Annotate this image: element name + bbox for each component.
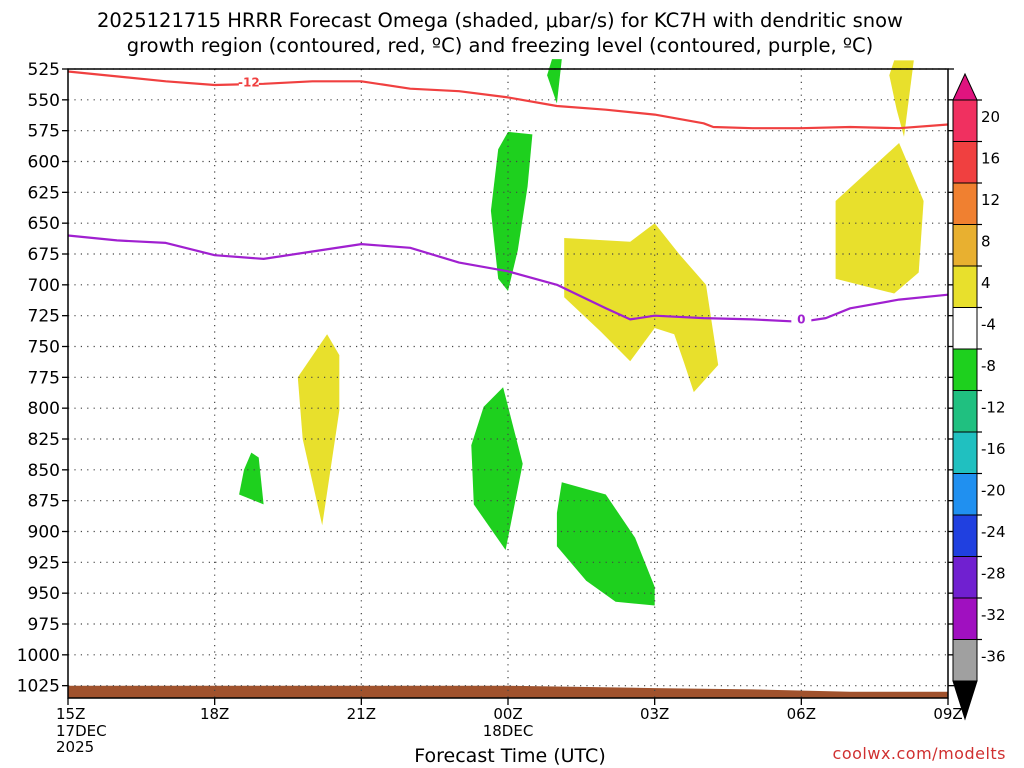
y-tick-label-575: 575 [28,122,60,142]
y-tick-label-725: 725 [28,307,60,327]
y-tick-label-550: 550 [28,91,60,111]
colorbar-label-3: 12 [981,191,1000,209]
x-tick-sublabel-15Z-1: 17DEC [56,722,107,740]
colorbar-segment-14 [952,639,978,682]
y-tick-label-775: 775 [28,368,60,388]
y-tick-label-875: 875 [28,492,60,512]
colorbar-label-1: 20 [981,108,1000,126]
colorbar-segment-8 [952,390,978,433]
colorbar-label-14: -36 [981,648,1006,666]
y-tick-label-800: 800 [28,399,60,419]
y-tick-label-675: 675 [28,245,60,265]
y-tick-label-700: 700 [28,276,60,296]
colorbar-segment-11 [952,514,978,557]
contour-label-1: -12 [238,76,260,90]
colorbar-segment-12 [952,556,978,599]
contour-label-bg-1 [238,74,259,90]
x-axis-title: Forecast Time (UTC) [414,745,606,767]
x-tick-sublabel-00Z-1: 18DEC [483,722,534,740]
colorbar-label-9: -16 [981,440,1006,458]
x-tick-label-06Z: 06Z [787,705,816,723]
y-tick-label-925: 925 [28,553,60,573]
contour-lines: -12 0 [67,70,949,327]
x-tick-label-18Z: 18Z [200,705,229,723]
omega-region-4 [239,452,264,505]
y-tick-label-850: 850 [28,461,60,481]
title-line-2: growth region (contoured, red, ºC) and f… [126,34,874,57]
contour-line-2 [67,234,949,323]
y-tick-label-650: 650 [28,214,60,234]
colorbar-segment-10 [952,473,978,516]
x-tick-sublabel-15Z-2: 2025 [56,738,94,756]
colorbar-segment-2 [952,141,978,184]
colorbar-segment-5 [952,265,978,308]
colorbar-label-6: -4 [981,316,996,334]
colorbar-segment-1 [952,99,978,142]
colorbar-segment-9 [952,431,978,474]
y-tick-label-600: 600 [28,153,60,173]
y-tick-label-975: 975 [28,615,60,635]
surface-terrain [68,685,948,698]
title-line-1: 2025121715 HRRR Forecast Omega (shaded, … [97,9,903,32]
x-tick-label-21Z: 21Z [347,705,376,723]
omega-region-3 [547,59,562,104]
omega-region-9 [835,143,924,294]
omega-region-2 [471,387,523,550]
y-tick-label-1025: 1025 [17,677,60,697]
colorbar-label-5: 4 [981,274,991,292]
y-tick-label-950: 950 [28,584,60,604]
colorbar-label-11: -24 [981,523,1006,541]
colorbar-label-4: 8 [981,233,991,251]
colorbar-segment-13 [952,597,978,640]
credit-text: coolwx.com/modelts [832,744,1006,763]
colorbar-label-12: -28 [981,565,1006,583]
x-tick-label-03Z: 03Z [640,705,669,723]
x-tick-label-00Z: 00Z [493,705,522,723]
omega-region-1 [490,131,533,291]
x-tick-label-09Z: 09Z [933,705,962,723]
contour-label-bg-2 [791,311,812,327]
surface-fill [68,685,948,698]
y-tick-label-900: 900 [28,523,60,543]
y-tick-label-825: 825 [28,430,60,450]
colorbar-label-13: -32 [981,606,1006,624]
chart-title: 2025121715 HRRR Forecast Omega (shaded, … [0,8,1000,58]
y-tick-label-625: 625 [28,183,60,203]
y-tick-label-750: 750 [28,338,60,358]
omega-shading [239,59,924,606]
y-tick-label-525: 525 [28,60,60,80]
colorbar: 20 16 12 8 4 -4 -8 -12 -16 -20 -24 -28 -32 -36 [952,72,1006,721]
colorbar-segment-7 [952,348,978,391]
omega-region-7 [297,334,340,526]
omega-region-6 [564,223,719,393]
colorbar-segment-6 [952,307,978,350]
colorbar-segment-3 [952,182,978,225]
contour-label-2: 0 [797,312,805,326]
x-tick-label-15Z: 15Z [56,705,85,723]
colorbar-label-2: 16 [981,150,1000,168]
colorbar-label-10: -20 [981,482,1006,500]
colorbar-bottom-arrow [952,680,978,721]
axes: 525 550 575 600 625 650 675 700 725 750 775 800 825 8… [17,60,963,756]
y-tick-label-1000: 1000 [17,646,60,666]
colorbar-label-7: -8 [981,357,996,375]
omega-region-5 [556,482,655,606]
colorbar-label-8: -12 [981,399,1006,417]
colorbar-top-arrow [952,72,978,101]
omega-region-8 [889,60,914,137]
grid-lines [68,68,948,698]
contour-line-1 [67,70,949,130]
colorbar-segment-4 [952,224,978,267]
